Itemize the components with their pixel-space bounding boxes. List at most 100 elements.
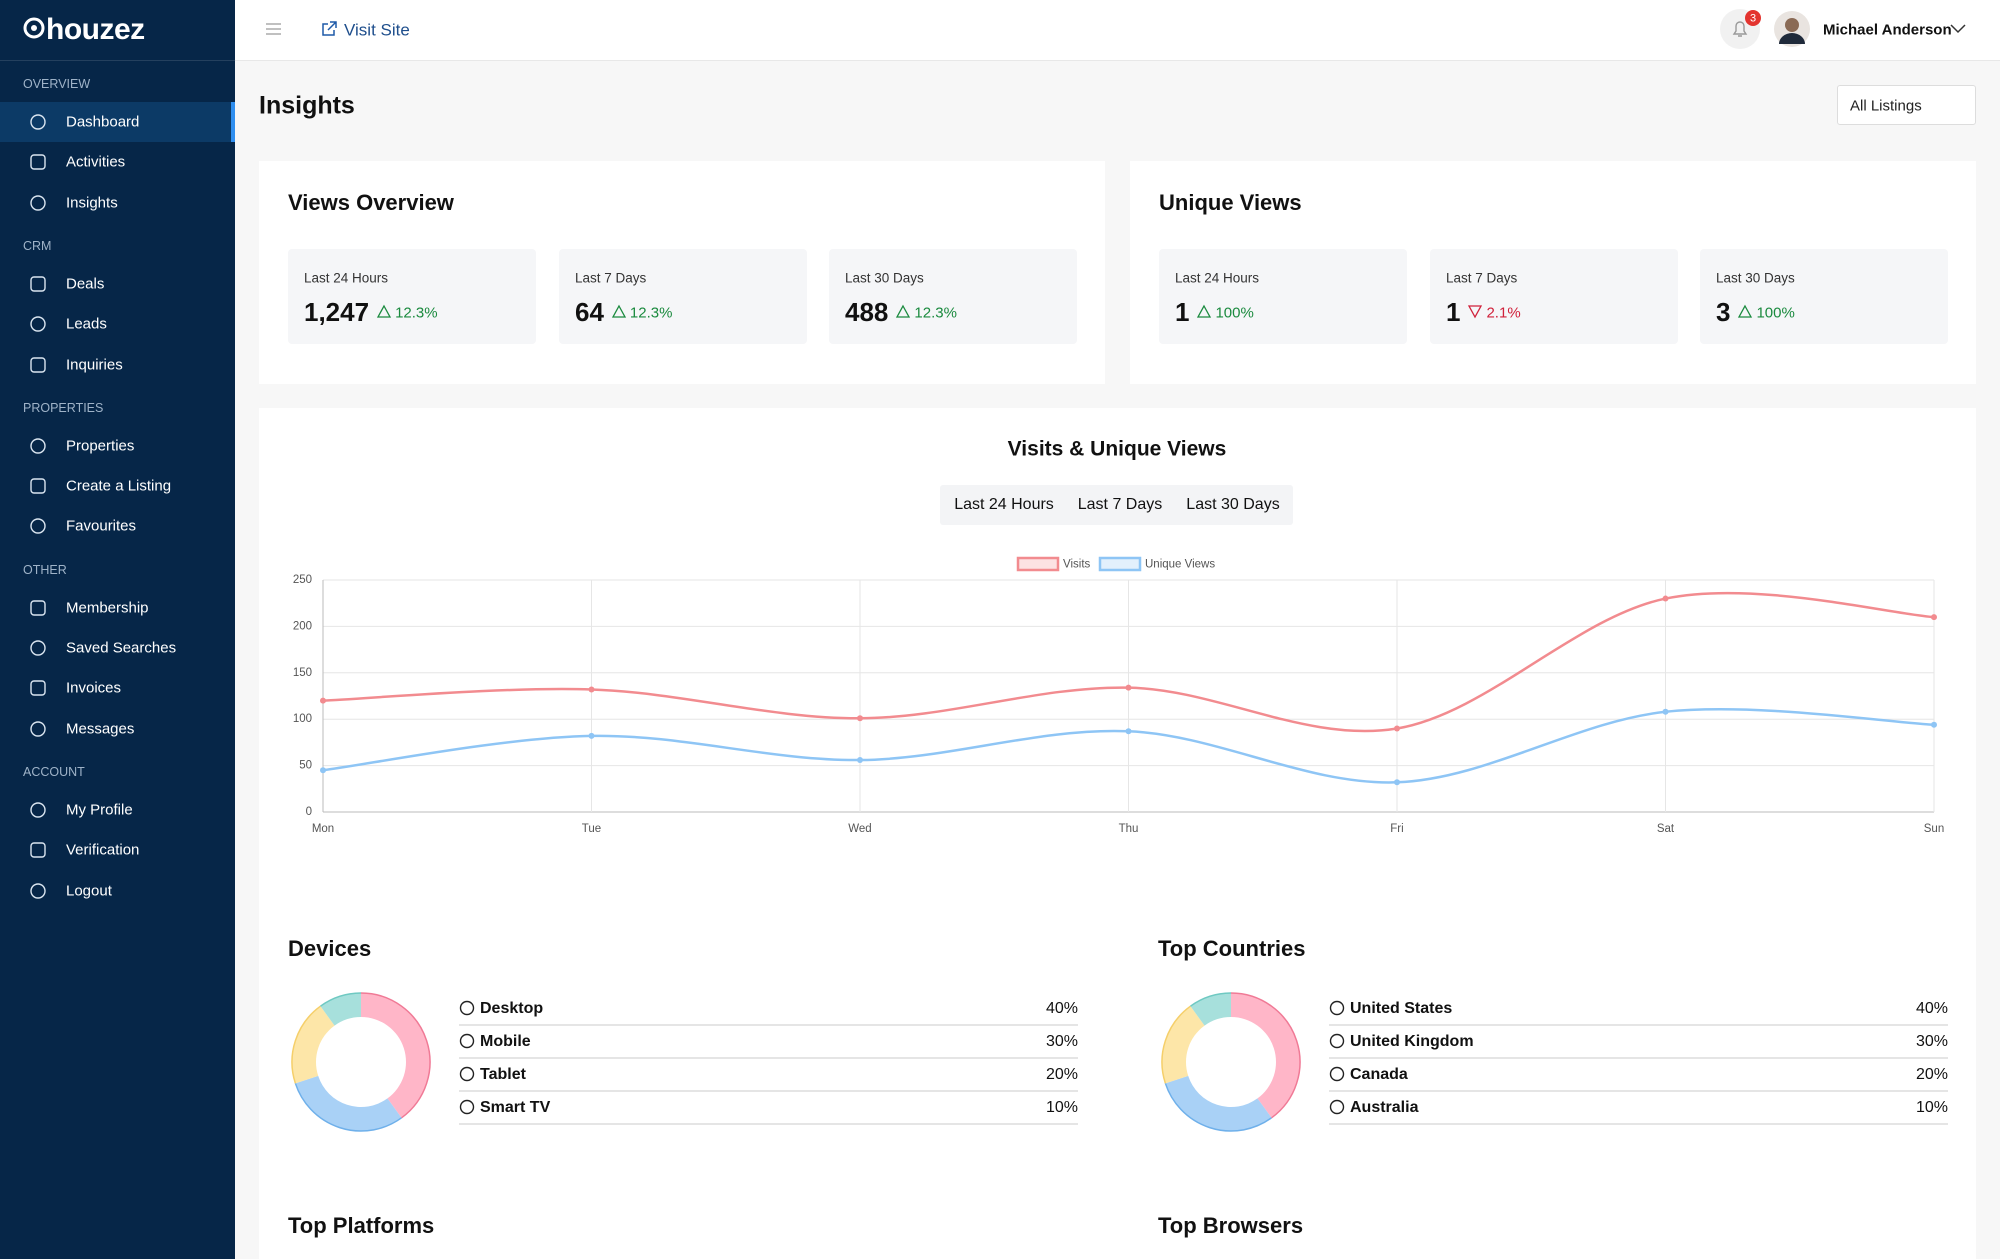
nav-item[interactable]: Deals xyxy=(66,275,105,293)
filter-select[interactable]: All Listings xyxy=(1837,85,1976,125)
section-title: Top Browsers xyxy=(1158,1213,1304,1238)
visit-site[interactable]: Visit Site xyxy=(344,20,410,40)
nav-item[interactable]: Membership xyxy=(66,599,149,617)
point xyxy=(1662,708,1669,715)
tab[interactable]: Last 24 Hours xyxy=(954,496,1054,513)
section-title: OTHER xyxy=(23,562,67,577)
donut-segment xyxy=(1162,1006,1205,1084)
bell: 3 xyxy=(1720,9,1761,49)
chevron xyxy=(1950,24,1966,34)
radio-ring xyxy=(1329,1099,1345,1115)
nav-icon xyxy=(30,356,46,373)
nav-icon xyxy=(30,438,46,454)
nav-item[interactable]: Dashboard xyxy=(66,113,140,131)
icon-shape xyxy=(30,640,46,656)
stat-change: 12.3% xyxy=(395,304,438,322)
radio xyxy=(459,1099,475,1115)
y-tick-label: 150 xyxy=(293,667,312,679)
nav-icon xyxy=(30,194,46,211)
row-divider xyxy=(459,1123,1078,1125)
icon-shape xyxy=(30,478,46,494)
stat-label: Last 24 Hours xyxy=(304,270,389,286)
icon-shape xyxy=(30,316,46,332)
filter-label: All Listings xyxy=(1850,97,1922,115)
nav-item[interactable]: Properties xyxy=(66,437,135,455)
nav-item[interactable]: Verification xyxy=(66,841,140,859)
icon-shape xyxy=(30,518,46,535)
nav-icon xyxy=(30,599,46,616)
nav-item[interactable]: Inquiries xyxy=(66,356,123,373)
nav-icon xyxy=(30,802,46,818)
legend-value: 30% xyxy=(1915,1033,1948,1050)
point xyxy=(1662,595,1669,602)
section-title: Top Platforms xyxy=(288,1213,435,1238)
trend-triangle xyxy=(1468,305,1483,319)
nav-item[interactable]: Invoices xyxy=(66,679,122,697)
donut-edge xyxy=(1164,1083,1272,1132)
radio xyxy=(1329,1000,1345,1016)
icon-shape xyxy=(30,438,46,454)
icon-shape xyxy=(30,882,46,899)
stat-value: 488 xyxy=(845,297,889,327)
badge xyxy=(1745,10,1761,26)
nav-icon xyxy=(30,478,46,494)
x-tick-label: Wed xyxy=(848,823,871,835)
nav-item[interactable]: Leads xyxy=(66,315,107,333)
nav-item[interactable]: Insights xyxy=(66,194,118,212)
trend-icon xyxy=(1197,304,1212,318)
nav-item[interactable]: Create a Listing xyxy=(66,477,172,495)
trend-triangle xyxy=(1738,304,1753,318)
nav-item[interactable]: Logout xyxy=(66,882,112,899)
stat-box: Last 24 Hours 1 100% xyxy=(1159,249,1407,344)
stat-box: Last 7 Days 1 2.1% xyxy=(1430,249,1678,344)
trend-icon xyxy=(611,304,627,318)
insights-card: Visits & Unique Views Last 24 Hours Last 7… xyxy=(259,408,1976,1259)
nav-item[interactable]: My Profile xyxy=(66,801,133,819)
radio-ring xyxy=(459,1066,475,1082)
topbar: Visit Site 3 Michael Anderson xyxy=(235,0,2000,61)
logo-ring xyxy=(23,17,45,39)
logo-dot xyxy=(31,25,37,31)
stat-label: Last 7 Days xyxy=(575,270,647,286)
nav-item[interactable]: Saved Searches xyxy=(66,639,177,657)
legend-name: Tablet xyxy=(480,1066,526,1083)
x-tick-label: Tue xyxy=(582,823,601,835)
icon-shape xyxy=(30,114,46,130)
trend-triangle xyxy=(611,304,627,318)
nav-item[interactable]: Favourites xyxy=(66,517,137,535)
nav-icon xyxy=(30,518,46,535)
trend-triangle xyxy=(896,304,911,318)
point xyxy=(1125,684,1132,691)
y-tick-label: 200 xyxy=(293,620,312,632)
stat-change: 100% xyxy=(1215,304,1254,322)
stat-change: 100% xyxy=(1756,304,1795,322)
donut-edge xyxy=(320,992,362,1007)
stat-value: 3 xyxy=(1716,297,1731,327)
donut-edge xyxy=(1230,992,1301,1119)
radio-ring xyxy=(459,1033,475,1049)
card-title: Unique Views xyxy=(1159,190,1302,215)
legend-label: Unique Views xyxy=(1145,559,1215,571)
chart-title: Visits & Unique Views xyxy=(1007,437,1227,461)
user-name[interactable]: Michael Anderson xyxy=(1823,21,1952,39)
legend-name: Canada xyxy=(1350,1066,1408,1083)
radio xyxy=(459,1066,475,1082)
tab[interactable]: Last 7 Days xyxy=(1077,496,1163,513)
trend-icon xyxy=(376,304,392,318)
nav-item[interactable]: Messages xyxy=(66,720,135,738)
trend-icon xyxy=(1468,305,1483,319)
badge-count: 3 xyxy=(1750,12,1756,24)
sidebar: houzez OVERVIEW Dashboard Activities Insight… xyxy=(0,0,235,1259)
nav-item[interactable]: Activities xyxy=(66,153,126,171)
donut-segment xyxy=(320,993,361,1026)
legend-label: Visits xyxy=(1063,559,1091,571)
avatar-body xyxy=(1779,33,1805,44)
donut-edge xyxy=(360,992,431,1119)
tab[interactable]: Last 30 Days xyxy=(1186,496,1280,513)
donut-edge xyxy=(1190,992,1232,1007)
point xyxy=(857,715,863,722)
point xyxy=(1125,728,1132,735)
radio-ring xyxy=(1329,1033,1345,1049)
trend-triangle xyxy=(1197,304,1212,318)
legend-value: 10% xyxy=(1915,1099,1948,1116)
